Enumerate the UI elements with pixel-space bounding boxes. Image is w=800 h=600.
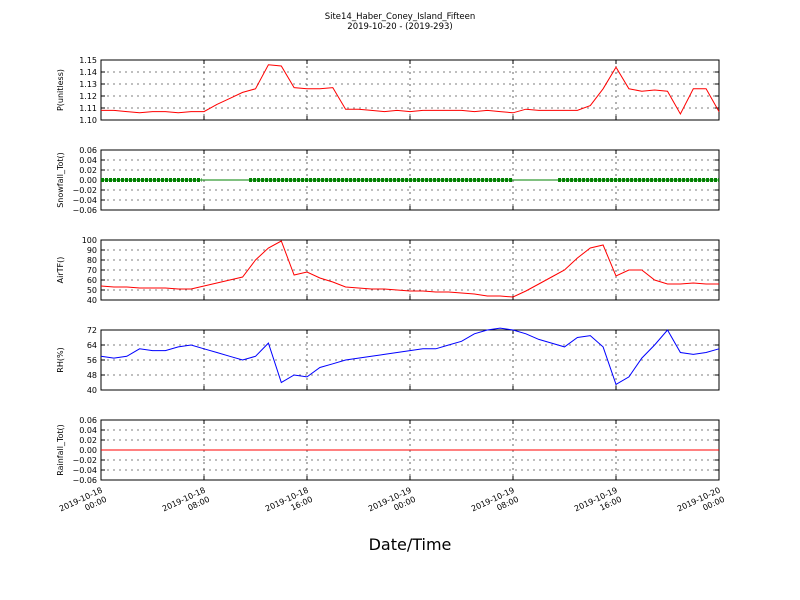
- y-axis-label: P(unitless): [56, 69, 65, 111]
- y-tick-label: 1.12: [79, 92, 97, 101]
- y-tick-label: 72: [87, 326, 97, 335]
- y-tick-label: 0.06: [79, 146, 97, 155]
- y-axis-label: RH(%): [56, 347, 65, 372]
- x-tick-label: 2019-10-1900:00: [367, 486, 417, 523]
- y-tick-label: 50: [87, 286, 97, 295]
- figure-title-line2: 2019-10-20 - (2019-293): [347, 22, 452, 32]
- series-line: [100, 327, 720, 386]
- y-tick-label: −0.04: [72, 466, 97, 475]
- y-tick-label: −0.02: [72, 456, 97, 465]
- x-tick-labels: 2019-10-1800:00 2019-10-1808:00 2019-10-18…: [58, 486, 726, 523]
- y-tick-label: 0.00: [79, 176, 97, 185]
- panel-snowfall: −0.06−0.04−0.020.000.020.040.06 Snowfall_…: [56, 146, 720, 215]
- y-tick-label: −0.04: [72, 196, 97, 205]
- x-axis-label: Date/Time: [369, 535, 452, 554]
- y-tick-label: 70: [87, 266, 97, 275]
- y-tick-label: 1.11: [79, 104, 97, 113]
- y-tick-label: 1.15: [79, 56, 97, 65]
- y-tick-label: 1.14: [79, 68, 97, 77]
- y-tick-label: 0.06: [79, 416, 97, 425]
- y-tick-label: 0.02: [79, 166, 97, 175]
- x-tick-label: 2019-10-1908:00: [470, 486, 520, 523]
- series-line: [100, 240, 719, 298]
- y-tick-label: −0.06: [72, 206, 97, 215]
- y-tick-label: 0.04: [79, 156, 97, 165]
- panel-pressure: 1.10 1.11 1.12 1.13 1.14 1.15 P(unitless): [56, 56, 720, 125]
- y-tick-label: 0.00: [79, 446, 97, 455]
- x-tick-label: 2019-10-1916:00: [573, 486, 623, 523]
- panel-rainfall: −0.06−0.04−0.020.000.020.040.06 Rainfall_…: [56, 416, 720, 485]
- y-tick-label: 0.02: [79, 436, 97, 445]
- y-tick-label: 40: [87, 386, 97, 395]
- y-axis-label: Rainfall_Tot(): [56, 424, 65, 476]
- figure-title-line1: Site14_Haber_Coney_Island_Fifteen: [325, 12, 476, 22]
- y-tick-label: 64: [87, 341, 97, 350]
- y-tick-label: 1.10: [79, 116, 97, 125]
- y-tick-label: 0.04: [79, 426, 97, 435]
- y-axis-label: AirTF(): [56, 257, 65, 284]
- y-tick-label: 40: [87, 296, 97, 305]
- x-tick-label: 2019-10-1816:00: [264, 486, 314, 523]
- y-tick-label: 100: [82, 236, 97, 245]
- y-tick-label: 1.13: [79, 80, 97, 89]
- x-tick-label: 2019-10-1808:00: [161, 486, 211, 523]
- y-tick-label: −0.02: [72, 186, 97, 195]
- y-tick-label: 90: [87, 246, 97, 255]
- y-tick-label: 56: [87, 356, 97, 365]
- y-tick-label: 48: [87, 371, 97, 380]
- y-tick-label: −0.06: [72, 476, 97, 485]
- x-tick-label: 2019-10-2000:00: [676, 486, 726, 523]
- panel-relative-humidity: 40 48 56 64 72 RH(%): [56, 326, 720, 395]
- x-tick-label: 2019-10-1800:00: [58, 486, 108, 523]
- y-tick-label: 60: [87, 276, 97, 285]
- series-line: [101, 64, 720, 116]
- y-axis-label: Snowfall_Tot(): [56, 152, 65, 208]
- y-tick-label: 80: [87, 256, 97, 265]
